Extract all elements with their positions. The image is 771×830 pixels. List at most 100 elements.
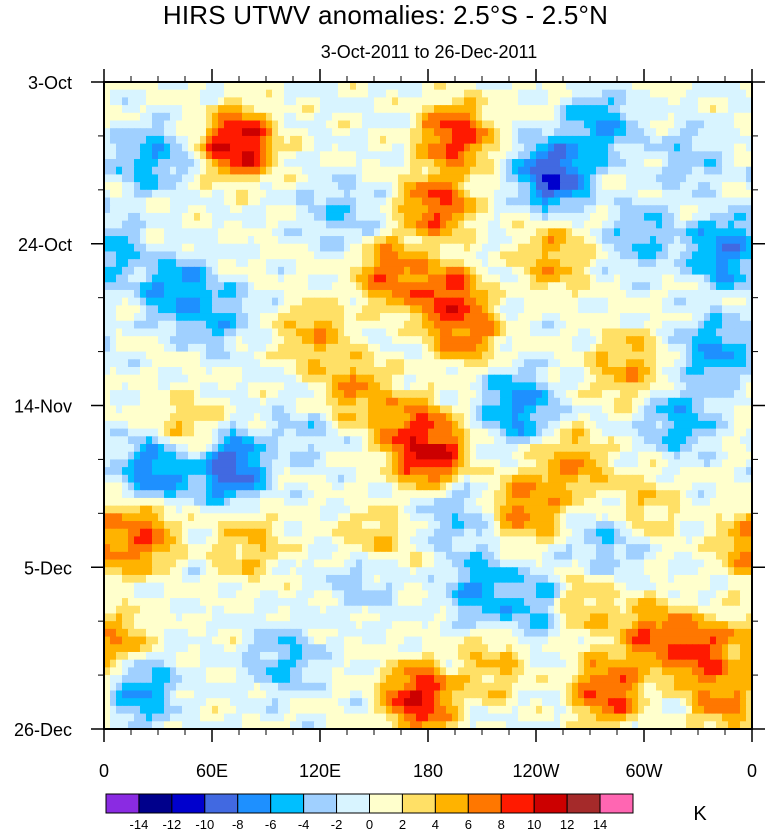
field-cell <box>566 328 573 337</box>
field-cell <box>200 289 207 299</box>
field-cell <box>554 89 561 98</box>
field-cell <box>542 236 549 245</box>
field-cell <box>560 182 567 191</box>
field-cell <box>500 212 507 222</box>
field-cell <box>200 82 207 91</box>
field-cell <box>734 382 741 391</box>
field-cell <box>620 112 627 122</box>
field-cell <box>488 189 495 199</box>
field-cell <box>674 174 681 183</box>
field-cell <box>314 197 321 206</box>
field-cell <box>410 289 417 299</box>
field-cell <box>458 105 465 114</box>
field-cell <box>230 205 237 214</box>
field-cell <box>152 143 159 152</box>
field-cell <box>476 135 483 145</box>
field-cell <box>518 259 525 268</box>
field-cell <box>464 374 471 383</box>
field-cell <box>722 128 729 137</box>
field-cell <box>596 343 603 353</box>
field-cell <box>464 243 471 253</box>
field-cell <box>128 374 135 383</box>
field-cell <box>542 220 549 229</box>
field-cell <box>236 266 243 276</box>
field-cell <box>410 320 417 330</box>
field-cell <box>476 382 483 391</box>
field-cell <box>182 382 189 391</box>
field-cell <box>272 166 279 176</box>
field-cell <box>110 366 117 376</box>
field-cell <box>116 243 123 253</box>
field-cell <box>104 359 111 368</box>
field-cell <box>602 366 609 376</box>
field-cell <box>128 436 135 445</box>
field-cell <box>728 320 735 330</box>
field-cell <box>644 82 651 91</box>
field-cell <box>398 420 405 430</box>
field-cell <box>362 397 369 407</box>
field-cell <box>620 320 627 330</box>
field-cell <box>392 320 399 330</box>
field-cell <box>140 259 147 268</box>
field-cell <box>572 105 579 114</box>
field-cell <box>434 328 441 337</box>
field-cell <box>578 405 585 414</box>
field-cell <box>332 359 339 368</box>
field-cell <box>620 390 627 399</box>
field-cell <box>122 82 129 91</box>
field-cell <box>362 97 369 106</box>
field-cell <box>644 359 651 368</box>
field-cell <box>164 236 171 245</box>
field-cell <box>710 420 717 430</box>
field-cell <box>524 82 531 91</box>
field-cell <box>722 397 729 407</box>
field-cell <box>266 405 273 414</box>
field-cell <box>656 328 663 337</box>
field-cell <box>218 405 225 414</box>
field-cell <box>176 428 183 437</box>
field-cell <box>278 97 285 106</box>
field-cell <box>710 197 717 206</box>
field-cell <box>710 89 717 98</box>
field-cell <box>308 112 315 122</box>
field-cell <box>638 128 645 137</box>
field-cell <box>374 282 381 291</box>
field-cell <box>572 120 579 129</box>
field-cell <box>674 366 681 376</box>
field-cell <box>746 236 753 245</box>
field-cell <box>698 343 705 353</box>
field-cell <box>566 305 573 314</box>
field-cell <box>326 112 333 122</box>
field-cell <box>656 289 663 299</box>
field-cell <box>596 159 603 168</box>
field-cell <box>398 220 405 229</box>
field-cell <box>182 89 189 98</box>
field-cell <box>548 189 555 199</box>
field-cell <box>560 374 567 383</box>
field-cell <box>428 351 435 360</box>
field-cell <box>602 266 609 276</box>
field-cell <box>740 366 747 376</box>
field-cell <box>356 236 363 245</box>
field-cell <box>248 182 255 191</box>
field-cell <box>740 243 747 253</box>
field-cell <box>500 266 507 276</box>
field-cell <box>194 428 201 437</box>
field-cell <box>548 105 555 114</box>
field-cell <box>236 189 243 199</box>
field-cell <box>674 259 681 268</box>
field-cell <box>206 313 213 322</box>
field-cell <box>296 212 303 222</box>
field-cell <box>734 143 741 152</box>
field-cell <box>338 359 345 368</box>
field-cell <box>710 135 717 145</box>
field-cell <box>140 289 147 299</box>
field-cell <box>128 282 135 291</box>
field-cell <box>542 128 549 137</box>
field-cell <box>668 97 675 106</box>
field-cell <box>662 282 669 291</box>
field-cell <box>428 397 435 407</box>
field-cell <box>272 189 279 199</box>
field-cell <box>272 305 279 314</box>
field-cell <box>440 390 447 399</box>
